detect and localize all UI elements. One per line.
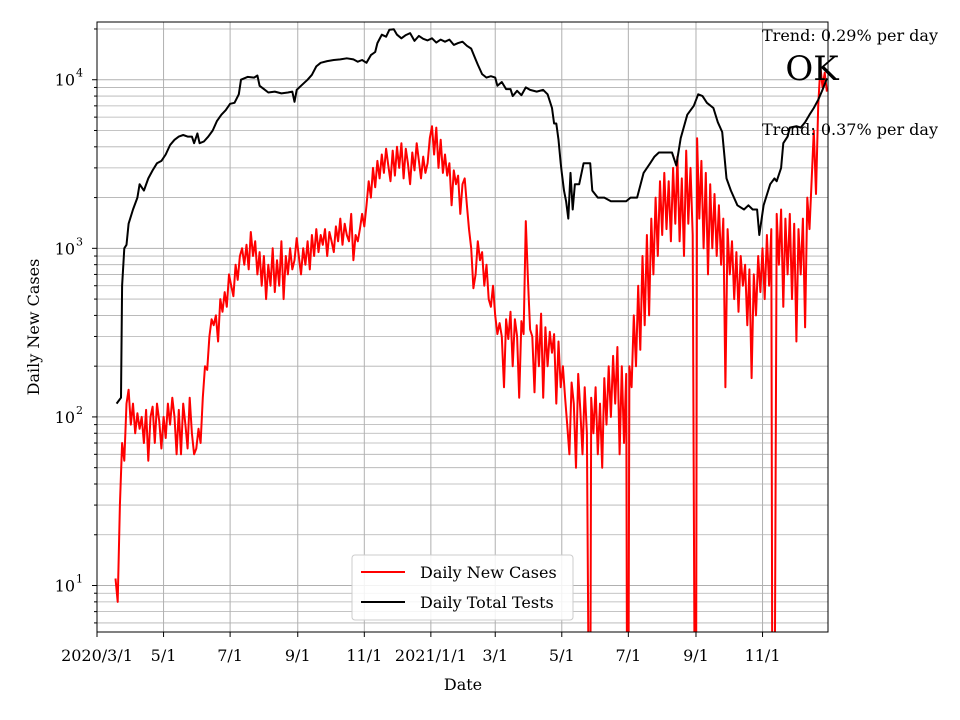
x-axis-label: Date [444,675,482,694]
series-line-daily-total-tests [115,28,828,405]
status-annotation: OK [785,49,839,89]
x-tick-label: 7/1 [615,646,641,665]
x-tick-label: 5/1 [151,646,177,665]
y-tick-label: 10 [55,239,75,258]
x-tick-label: 7/1 [217,646,243,665]
x-tick-label: 9/1 [683,646,709,665]
legend: Daily New Cases Daily Total Tests [351,554,574,621]
x-tick-label: 2021/1/1 [395,646,467,665]
y-axis-label: Daily New Cases [24,259,43,396]
y-tick-exponent: 1 [76,573,83,586]
grid-lines [96,22,828,632]
y-tick-exponent: 3 [76,235,83,248]
x-tick-label: 5/1 [549,646,575,665]
plot-frame [96,21,829,633]
legend-box [351,554,574,621]
series-line-daily-new-cases [114,65,828,632]
x-axis-ticks: 2020/3/1 5/1 7/1 9/1 11/1 2021/1/1 3/1 5/1 7/1 9/… [61,632,781,665]
x-tick-label: 11/1 [346,646,382,665]
series-layer [114,28,828,632]
trend-annotation-bottom: Trend: 0.37% per day [762,120,938,139]
legend-label-tests: Daily Total Tests [420,593,554,612]
y-tick-label: 10 [55,577,75,596]
x-tick-label: 2020/3/1 [61,646,133,665]
y-tick-label: 10 [55,71,75,90]
x-tick-label: 9/1 [285,646,311,665]
y-tick-exponent: 4 [76,67,83,80]
legend-label-cases: Daily New Cases [420,563,557,582]
x-tick-label: 11/1 [745,646,781,665]
trend-annotation-top: Trend: 0.29% per day [762,26,938,45]
x-tick-label: 3/1 [482,646,508,665]
y-tick-label: 10 [55,408,75,427]
y-tick-exponent: 2 [76,404,83,417]
